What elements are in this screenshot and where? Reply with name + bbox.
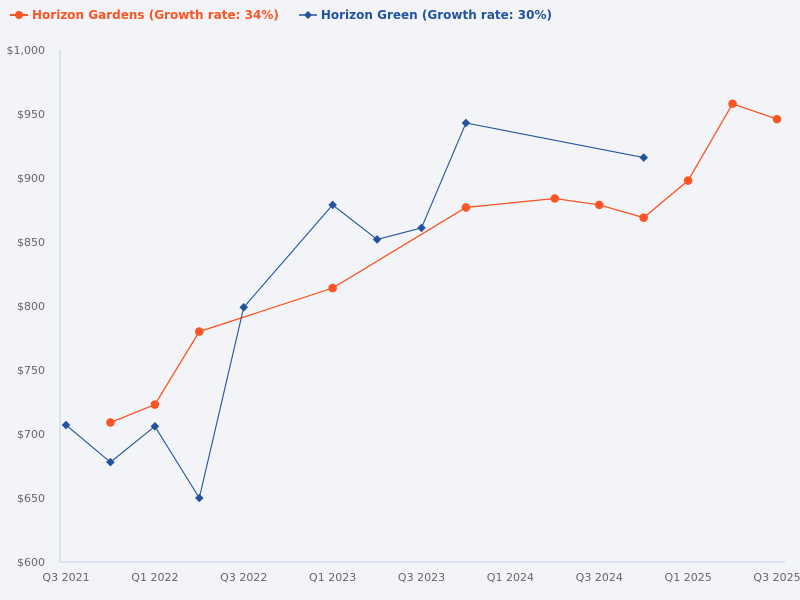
data-point-circle[interactable] <box>150 400 160 409</box>
y-tick-label: $950 <box>17 108 45 121</box>
y-tick-label: $900 <box>17 172 45 185</box>
data-point-circle[interactable] <box>461 203 471 212</box>
data-point-circle[interactable] <box>639 213 648 222</box>
x-tick-label: Q1 2024 <box>487 571 534 584</box>
y-tick-label: $750 <box>17 364 45 377</box>
x-tick-label: Q3 2022 <box>220 571 267 584</box>
y-tick-label: $800 <box>17 300 45 313</box>
y-axis: $600 $650 $700 $750 $800 $850 $900 $950 $1,000 <box>7 44 61 569</box>
data-point-diamond[interactable] <box>150 422 160 431</box>
series-horizon-green <box>61 118 648 503</box>
data-point-diamond[interactable] <box>372 235 382 244</box>
data-point-diamond[interactable] <box>417 223 426 233</box>
x-tick-label: Q3 2023 <box>398 571 445 584</box>
data-point-circle[interactable] <box>550 194 560 203</box>
y-tick-label: $1,000 <box>7 44 46 57</box>
y-tick-label: $600 <box>17 556 45 569</box>
data-point-circle[interactable] <box>328 283 337 293</box>
data-point-diamond[interactable] <box>328 200 337 210</box>
legend-label-horizon-gardens: Horizon Gardens (Growth rate: 34%) <box>32 8 279 22</box>
x-tick-label: Q1 2023 <box>309 571 356 584</box>
x-axis: Q3 2021 Q1 2022 Q3 2022 Q1 2023 Q3 2023 Q1 20… <box>42 561 800 584</box>
circle-marker-icon <box>10 11 28 19</box>
data-point-diamond[interactable] <box>239 302 249 312</box>
data-point-circle[interactable] <box>594 200 604 210</box>
diamond-marker-icon <box>298 11 317 19</box>
series-horizon-gardens <box>106 99 782 427</box>
chart-legend: Horizon Gardens (Growth rate: 34%) Horiz… <box>10 8 552 22</box>
x-tick-label: Q1 2022 <box>131 571 178 584</box>
y-tick-label: $700 <box>17 428 45 441</box>
legend-item-horizon-gardens[interactable]: Horizon Gardens (Growth rate: 34%) <box>10 8 279 22</box>
data-point-diamond[interactable] <box>639 153 648 162</box>
data-point-diamond[interactable] <box>61 420 71 430</box>
x-tick-label: Q3 2024 <box>576 571 623 584</box>
data-point-circle[interactable] <box>772 114 782 124</box>
x-tick-label: Q1 2025 <box>665 571 712 584</box>
data-point-circle[interactable] <box>106 418 115 427</box>
series-layer <box>61 99 782 503</box>
data-point-diamond[interactable] <box>461 118 471 128</box>
y-tick-label: $650 <box>17 492 45 505</box>
legend-item-horizon-green[interactable]: Horizon Green (Growth rate: 30%) <box>298 8 552 22</box>
data-point-diamond[interactable] <box>106 457 115 467</box>
data-point-circle[interactable] <box>195 327 204 336</box>
data-point-circle[interactable] <box>683 176 693 185</box>
y-tick-label: $850 <box>17 236 45 249</box>
legend-label-horizon-green: Horizon Green (Growth rate: 30%) <box>320 8 552 22</box>
data-point-circle[interactable] <box>728 99 737 109</box>
x-tick-label: Q3 2025 <box>753 571 800 584</box>
x-tick-label: Q3 2021 <box>42 571 89 584</box>
data-point-diamond[interactable] <box>195 493 204 503</box>
